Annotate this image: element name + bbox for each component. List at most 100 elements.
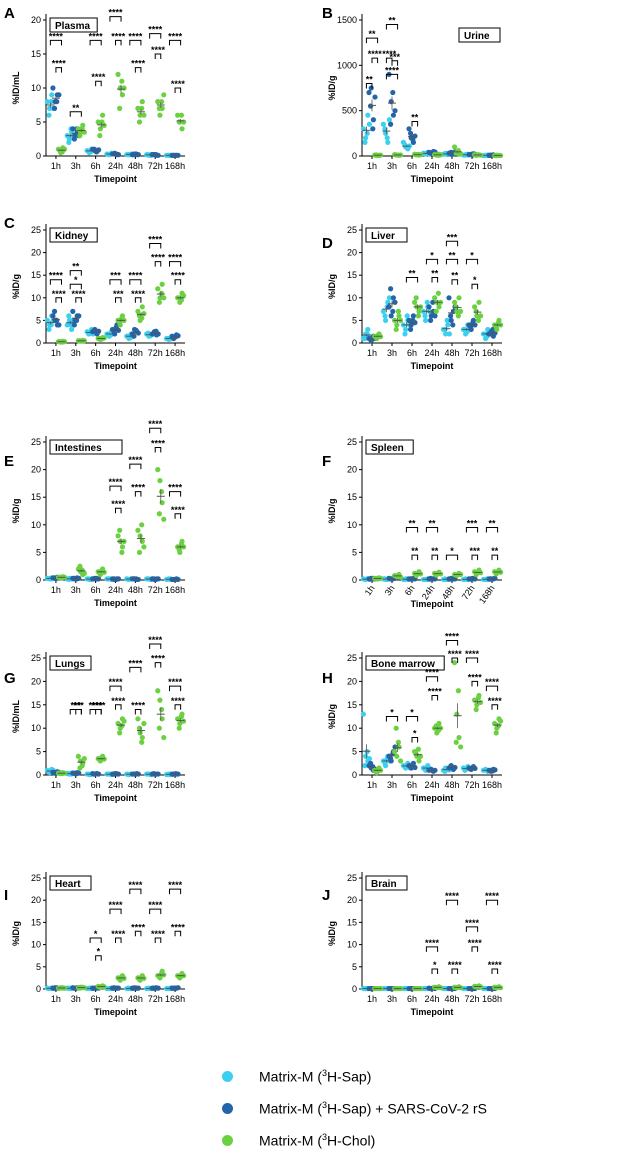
bracket-line [129,39,142,46]
significance-bracket: * [465,250,479,265]
significance-bracket: **** [49,31,63,46]
significance-label: *** [390,52,401,62]
data-point-chol [433,308,439,314]
significance-bracket: **** [111,31,126,46]
y-tick-label: 0 [352,770,357,780]
bracket-line [471,554,479,561]
data-point-chol [433,723,439,729]
significance-label: **** [448,960,463,970]
data-point-sap [363,135,369,141]
x-tick-label: 6h [407,348,417,358]
bracket-line [411,737,419,743]
x-tick-label: 24h [108,161,123,171]
significance-label: **** [168,253,183,263]
legend-item-sap-rs: Matrix-M (3H-Sap) + SARS-CoV-2 rS [222,1092,487,1124]
data-point-chol [141,112,147,118]
significance-bracket: **** [488,696,502,710]
data-point-chol [413,751,419,757]
significance-label: **** [151,45,166,55]
significance-label: **** [468,672,483,682]
significance-bracket: ** [405,519,419,533]
y-axis-title: %ID/g [11,274,21,299]
data-point-sap_rs [70,308,76,314]
bracket-line [149,427,162,434]
data-point-sap_rs [408,322,414,328]
data-point-sap [384,135,390,141]
significance-label: **** [368,49,383,59]
significance-bracket: **** [108,900,123,915]
data-point-sap_rs [408,130,414,136]
y-tick-label: 25 [347,873,357,883]
data-point-chol [135,716,141,722]
significance-label: **** [91,72,106,82]
y-axis-title: %ID/g [327,75,337,100]
significance-bracket: ** [405,268,419,283]
bracket-line [431,554,439,561]
data-point-sap_rs [56,92,62,98]
significance-bracket: **** [148,235,163,249]
bracket-line [365,82,373,89]
bracket-line [89,937,102,943]
significance-label: ** [368,29,376,39]
data-point-sap [46,105,53,111]
data-point-chol [137,730,143,736]
data-point-chol [119,549,125,556]
data-point-chol [139,105,145,111]
bracket-line [445,258,459,265]
data-point-sap [442,326,448,333]
significance-label: **** [485,677,500,687]
significance-bracket: ** [69,262,82,276]
significance-label: ** [491,546,499,556]
y-tick-label: 15 [31,270,41,280]
bracket-line [169,261,182,267]
bracket-line [445,639,459,646]
data-point-chol [178,297,185,303]
data-point-sap [383,317,389,323]
bracket-line [445,240,459,247]
significance-label: ** [431,268,439,278]
data-point-sap_rs [450,322,456,328]
significance-bracket: **** [111,696,126,710]
data-point-chol [396,313,402,319]
x-tick-label: 6h [91,348,101,358]
bracket-line [405,276,419,283]
data-point-sap_rs [50,85,56,91]
data-point-sap [66,313,72,319]
x-tick-label: 6h [403,583,417,597]
data-point-chol [81,570,87,576]
significance-label: **** [111,31,126,41]
data-point-chol [179,126,185,132]
x-tick-label: 168h [482,994,502,1004]
organ-label-box [365,875,408,891]
significance-bracket: * [471,275,479,290]
data-point-sap_rs [390,112,396,118]
significance-label: **** [428,686,443,696]
data-point-chol [395,308,401,314]
y-tick-label: 25 [31,437,41,447]
data-point-chol [416,758,422,764]
data-point-chol [458,151,464,157]
y-tick-label: 20 [31,676,41,686]
significance-label: **** [131,289,146,299]
significance-bracket: **** [131,483,146,497]
data-point-chol [181,718,187,724]
significance-bracket: **** [151,439,165,453]
data-point-chol [139,734,145,741]
data-point-chol [136,119,143,125]
bracket-line [425,527,439,533]
data-point-chol [416,308,422,314]
significance-bracket: **** [131,289,146,303]
data-point-chol [455,688,461,694]
significance-bracket: **** [52,59,66,73]
bracket-line [451,279,459,285]
data-point-chol [415,313,421,319]
significance-label: **** [171,922,186,932]
significance-bracket: **** [445,631,459,646]
data-point-chol [473,308,479,314]
data-point-chol [155,99,161,105]
significance-bracket: **** [128,31,143,46]
bracket-line [411,554,419,561]
x-axis-title: Timepoint [411,599,454,609]
data-point-chol [157,295,163,301]
significance-label: **** [465,918,480,928]
